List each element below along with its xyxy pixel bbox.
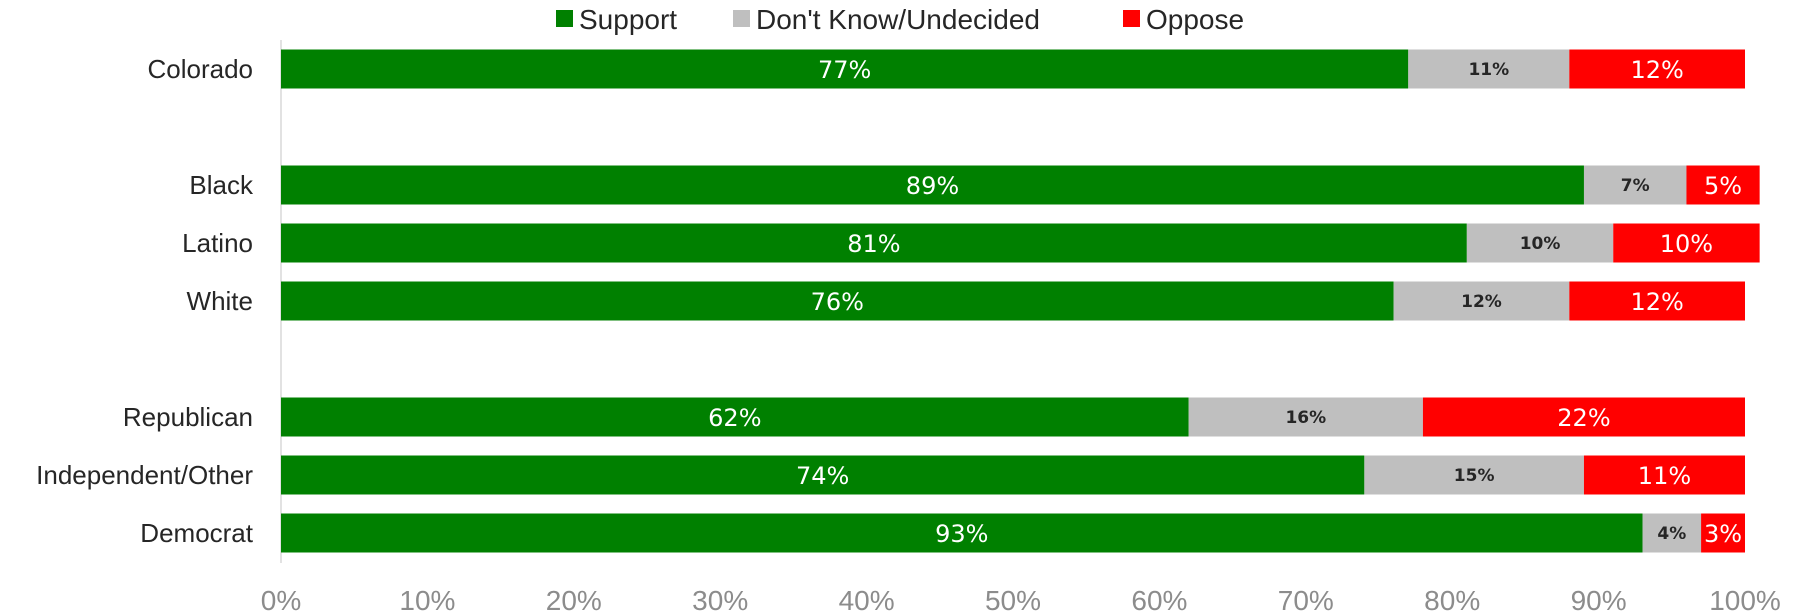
- bar-segment-oppose: [1583, 455, 1745, 495]
- bar-segment-don-t-know-undecided: [1408, 49, 1570, 89]
- x-tick-label: 80%: [1424, 585, 1480, 613]
- bar-segment-support: [281, 281, 1394, 321]
- category-label: Black: [189, 170, 254, 200]
- bar-segment-support: [281, 49, 1409, 89]
- data-label: 22%: [1557, 404, 1610, 432]
- data-label: 5%: [1704, 172, 1742, 200]
- bar-row-colorado: 77% 11% 12%: [281, 49, 1745, 89]
- bar-segment-support: [281, 223, 1467, 263]
- x-tick-label: 30%: [692, 585, 748, 613]
- data-label: 89%: [906, 172, 959, 200]
- legend-item-don-t-know-undecided: Don't Know/Undecided: [733, 4, 1040, 35]
- bar-segment-don-t-know-undecided: [1364, 455, 1584, 495]
- data-label: 93%: [935, 520, 988, 548]
- bar-segment-support: [281, 455, 1365, 495]
- bar-segment-oppose: [1569, 281, 1745, 321]
- data-label: 16%: [1285, 408, 1326, 428]
- bar-segment-don-t-know-undecided: [1583, 165, 1687, 205]
- data-label: 10%: [1520, 234, 1561, 254]
- legend-swatch: [733, 10, 750, 27]
- bar-row-black: 89% 7% 5%: [281, 165, 1760, 205]
- bar-segment-don-t-know-undecided: [1642, 513, 1702, 553]
- category-label: Independent/Other: [36, 460, 253, 490]
- bar-row-republican: 62% 16% 22%: [281, 397, 1745, 437]
- bar-segment-oppose: [1422, 397, 1745, 437]
- category-label: White: [187, 286, 253, 316]
- x-tick-label: 90%: [1571, 585, 1627, 613]
- data-label: 76%: [811, 288, 864, 316]
- x-tick-label: 100%: [1709, 585, 1781, 613]
- data-label: 11%: [1638, 462, 1691, 490]
- data-label: 62%: [708, 404, 761, 432]
- data-label: 74%: [796, 462, 849, 490]
- x-tick-label: 70%: [1278, 585, 1334, 613]
- data-label: 81%: [847, 230, 900, 258]
- data-label: 11%: [1468, 60, 1509, 80]
- data-label: 12%: [1630, 56, 1683, 84]
- bar-segment-support: [281, 165, 1584, 205]
- legend-label: Support: [579, 4, 677, 35]
- bar-row-independent-other: 74% 15% 11%: [281, 455, 1745, 495]
- legend-swatch: [1123, 10, 1140, 27]
- bar-segment-oppose: [1701, 513, 1745, 553]
- bar-segment-oppose: [1613, 223, 1760, 263]
- legend: Support Don't Know/Undecided Oppose: [556, 4, 1244, 35]
- data-label: 4%: [1657, 524, 1686, 544]
- data-label: 15%: [1454, 466, 1495, 486]
- bar-row-latino: 81% 10% 10%: [281, 223, 1760, 263]
- bar-segment-support: [281, 397, 1189, 437]
- data-label: 3%: [1704, 520, 1742, 548]
- bar-segment-don-t-know-undecided: [1188, 397, 1423, 437]
- bar-row-white: 76% 12% 12%: [281, 281, 1745, 321]
- bars: 77% 11% 12% 89% 7% 5% 81% 10% 10% 76% 12% 12% 62% 16%…: [281, 49, 1760, 553]
- x-tick-label: 50%: [985, 585, 1041, 613]
- x-tick-label: 0%: [261, 585, 301, 613]
- x-tick-label: 20%: [546, 585, 602, 613]
- legend-item-oppose: Oppose: [1123, 4, 1244, 35]
- category-label: Latino: [182, 228, 253, 258]
- bar-segment-don-t-know-undecided: [1393, 281, 1570, 321]
- category-labels: Colorado Black Latino White Republican Indepe…: [36, 54, 254, 548]
- legend-label: Don't Know/Undecided: [756, 4, 1040, 35]
- legend-swatch: [556, 10, 573, 27]
- data-label: 12%: [1630, 288, 1683, 316]
- legend-item-support: Support: [556, 4, 677, 35]
- category-label: Colorado: [147, 54, 253, 84]
- data-label: 12%: [1461, 292, 1502, 312]
- bar-row-democrat: 93% 4% 3%: [281, 513, 1745, 553]
- legend-label: Oppose: [1146, 4, 1244, 35]
- category-label: Republican: [123, 402, 253, 432]
- bar-segment-oppose: [1686, 165, 1760, 205]
- bar-segment-support: [281, 513, 1643, 553]
- bar-segment-oppose: [1569, 49, 1745, 89]
- x-tick-label: 60%: [1131, 585, 1187, 613]
- data-label: 7%: [1621, 176, 1650, 196]
- x-tick-label: 10%: [399, 585, 455, 613]
- x-axis-tick-labels: 0% 10% 20% 30% 40% 50% 60% 70% 80% 90% 100%: [261, 585, 1781, 613]
- data-label: 77%: [818, 56, 871, 84]
- bar-segment-don-t-know-undecided: [1466, 223, 1614, 263]
- category-label: Democrat: [140, 518, 253, 548]
- data-label: 10%: [1660, 230, 1713, 258]
- x-tick-label: 40%: [839, 585, 895, 613]
